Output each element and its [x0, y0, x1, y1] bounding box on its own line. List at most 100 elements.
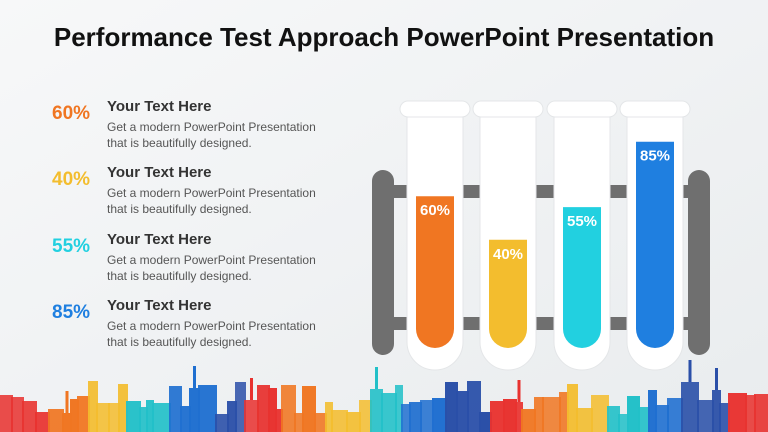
- skyline-building: [420, 400, 434, 432]
- skyline-building: [627, 396, 640, 432]
- percent-label: 60%: [52, 103, 90, 124]
- item-heading: Your Text Here: [107, 231, 211, 248]
- liquid-label: 55%: [567, 213, 597, 230]
- rack-post: [688, 170, 710, 355]
- skyline-spire: [193, 366, 196, 388]
- skyline-building: [534, 397, 544, 432]
- skyline-building: [62, 413, 72, 432]
- skyline-building: [745, 395, 756, 432]
- skyline-spire: [517, 380, 521, 402]
- skyline-building: [697, 400, 714, 432]
- rack: [372, 170, 710, 355]
- skyline-spire: [65, 391, 69, 413]
- liquid-label: 40%: [493, 246, 523, 263]
- skyline-building: [77, 396, 90, 432]
- skyline-building: [456, 391, 469, 432]
- item-body: that is beautifully designed.: [107, 269, 252, 283]
- tube-cap: [619, 100, 691, 118]
- skyline-building: [576, 408, 593, 432]
- skyline-building: [169, 386, 182, 432]
- skyline-spire: [688, 360, 692, 382]
- skyline-building: [118, 384, 128, 432]
- skyline-building: [567, 384, 578, 432]
- tube-cap: [399, 100, 471, 118]
- item-list: 60% Your Text Here Get a modern PowerPoint…: [52, 98, 316, 349]
- rack-post: [372, 170, 394, 355]
- skyline-building: [281, 385, 296, 432]
- skyline-building: [126, 401, 141, 432]
- liquid: [563, 207, 601, 348]
- skyline-building: [712, 390, 721, 432]
- skyline-building: [235, 382, 246, 432]
- rack-bar: [390, 317, 690, 330]
- skyline-building: [681, 382, 699, 432]
- skyline-building: [479, 412, 492, 432]
- skyline-building: [215, 414, 229, 432]
- skyline-building: [48, 409, 64, 432]
- skyline-building: [542, 397, 561, 432]
- skyline-building: [22, 401, 37, 432]
- skyline-building: [409, 402, 422, 432]
- liquid: [416, 196, 454, 348]
- skyline-building: [467, 381, 481, 432]
- skyline-building: [314, 413, 327, 432]
- skyline-building: [227, 401, 237, 432]
- skyline-building: [331, 410, 348, 432]
- item-heading: Your Text Here: [107, 297, 211, 314]
- liquid-label: 85%: [640, 148, 670, 165]
- skyline-building: [591, 395, 609, 432]
- skyline-spire: [715, 368, 718, 390]
- skyline-building: [70, 399, 79, 432]
- skyline-building: [268, 388, 277, 432]
- skyline-building: [445, 382, 458, 432]
- skyline-building: [490, 401, 505, 432]
- skyline-building: [521, 409, 536, 432]
- skyline-building: [370, 389, 383, 432]
- skyline-building: [381, 393, 397, 432]
- liquid: [489, 239, 527, 348]
- tube-cap: [472, 100, 544, 118]
- skyline: [0, 360, 768, 432]
- skyline-building: [395, 385, 403, 432]
- skyline-spire: [250, 378, 253, 400]
- skyline-building: [35, 412, 50, 432]
- skyline-building: [152, 403, 171, 432]
- item-body: Get a modern PowerPoint Presentation: [107, 319, 316, 333]
- item-body: Get a modern PowerPoint Presentation: [107, 120, 316, 134]
- slide-title: Performance Test Approach PowerPoint Pre…: [54, 22, 714, 52]
- skyline-building: [0, 395, 13, 432]
- skyline-building: [559, 392, 569, 432]
- skyline-building: [638, 407, 650, 432]
- rack-bar: [390, 185, 690, 198]
- skyline-building: [244, 400, 259, 432]
- skyline-building: [503, 399, 517, 432]
- liquid-label: 60%: [420, 202, 450, 219]
- skyline-building: [11, 397, 24, 432]
- skyline-building: [359, 400, 372, 432]
- skyline-building: [325, 402, 333, 432]
- skyline-building: [96, 403, 110, 432]
- skyline-building: [719, 403, 730, 432]
- skyline-building: [275, 409, 283, 432]
- skyline-building: [108, 403, 120, 432]
- skyline-building: [146, 400, 154, 432]
- percent-label: 55%: [52, 236, 90, 257]
- skyline-building: [401, 404, 411, 432]
- liquid: [636, 141, 674, 348]
- item-body: that is beautifully designed.: [107, 335, 252, 349]
- skyline-building: [294, 413, 304, 432]
- skyline-building: [618, 414, 629, 432]
- skyline-building: [139, 407, 148, 432]
- item-heading: Your Text Here: [107, 164, 211, 181]
- item-body: Get a modern PowerPoint Presentation: [107, 186, 316, 200]
- tubes: 60% 40% 55% 85%: [399, 100, 691, 371]
- skyline-building: [728, 393, 747, 432]
- percent-label: 40%: [52, 169, 90, 190]
- skyline-building: [648, 390, 657, 432]
- skyline-building: [655, 405, 669, 432]
- skyline-building: [302, 386, 316, 432]
- skyline-building: [346, 412, 361, 432]
- skyline-building: [667, 398, 683, 432]
- skyline-building: [189, 388, 200, 432]
